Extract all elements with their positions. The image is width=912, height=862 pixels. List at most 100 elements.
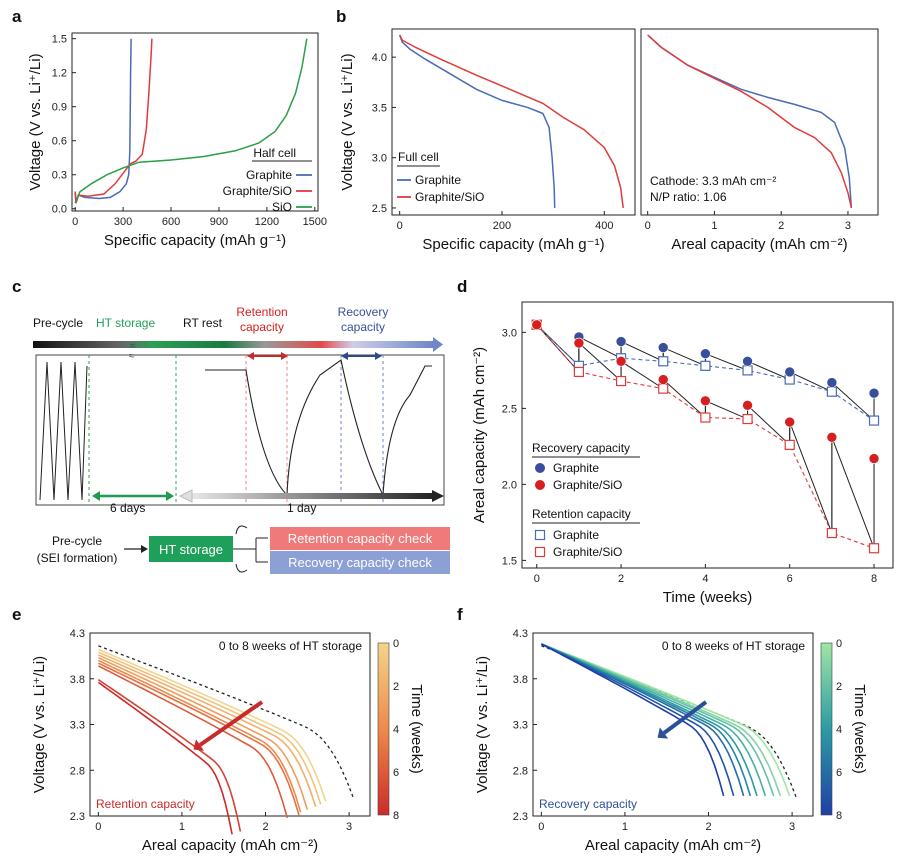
- y-tick-label: 0.9: [52, 102, 67, 114]
- y-tick-label: 4.3: [513, 628, 528, 640]
- trend-arrow: [662, 700, 708, 735]
- retention-point: [742, 365, 753, 376]
- legend-recovery-swatch: [535, 480, 545, 490]
- y-tick-label: 3.0: [372, 153, 387, 165]
- plot-frame: [640, 28, 879, 216]
- x-tick-label: 1200: [255, 216, 279, 228]
- capacity-curve-week-1: [98, 651, 322, 805]
- legend-recovery-label: Graphite: [553, 461, 599, 475]
- legend-title: Half cell: [253, 146, 296, 160]
- corner-label: Retention capacity: [96, 797, 195, 811]
- voltage-trace: [205, 359, 432, 498]
- x-tick-label: 0: [397, 220, 403, 232]
- stage-rt-rest: RT rest: [183, 316, 223, 330]
- plot-frame: [521, 301, 894, 569]
- one-day-label: 1 day: [287, 501, 316, 515]
- capacity-curve-week-6: [98, 665, 289, 819]
- colorbar-tick-label: 2: [393, 681, 399, 693]
- panel-label-f: f: [457, 605, 463, 624]
- flow-recovery-label: Recovery capacity check: [288, 555, 432, 570]
- colorbar-label: Time (weeks): [851, 684, 868, 773]
- x-tick-label: 2: [262, 821, 268, 833]
- x-axis-label: Areal capacity (mAh cm⁻²): [142, 837, 318, 854]
- capacity-curve-week-4: [98, 659, 302, 813]
- recovery-point: [657, 374, 669, 385]
- plot-frame: [391, 28, 636, 216]
- y-tick-label: 2.3: [513, 811, 528, 823]
- colorbar-tick-label: 2: [836, 681, 842, 693]
- six-days-head-right: [166, 491, 174, 501]
- capacity-curve-week-7: [541, 643, 735, 797]
- protocol-schematic: Pre-cycle HT storage RT rest Retention c…: [33, 305, 450, 574]
- series-line-graphite: [398, 34, 556, 209]
- recovery-point: [615, 336, 627, 347]
- axis-break-mark: ≈: [130, 341, 136, 352]
- legend-retention-swatch: [534, 529, 546, 541]
- x-tick-label: 0: [95, 821, 101, 833]
- recovery-point: [826, 377, 838, 388]
- retention-span-head-left: [247, 352, 254, 360]
- colorbar-tick-label: 0: [836, 638, 842, 650]
- series-line-sio: [74, 38, 308, 204]
- capacity-curve-week-2: [541, 643, 775, 797]
- chart-b-areal-capacity: 0 1 2 3 Areal capacity (mAh cm⁻²) Cathode: 3.…: [640, 28, 879, 253]
- x-tick-label: 300: [114, 216, 132, 228]
- x-tick-label: 3: [346, 821, 352, 833]
- x-tick-label: 400: [595, 220, 613, 232]
- recovery-point: [868, 453, 880, 464]
- x-tick-label: 0: [645, 220, 651, 232]
- one-day-bar: [190, 493, 435, 499]
- flow-ht-storage-box: [149, 536, 233, 562]
- chart-e-retention-curves: 0 1 2 3 2.3 2.8 3.3 3.8 4.3 Areal capacity (mAh c…: [31, 628, 425, 854]
- capacity-curve-week-0: [541, 643, 791, 797]
- recovery-point: [826, 431, 838, 443]
- legend-item-2-label: SiO: [272, 200, 292, 214]
- y-tick-label: 2.5: [372, 203, 387, 215]
- x-axis-label: Areal capacity (mAh cm⁻²): [671, 236, 847, 253]
- x-tick-label: 3: [845, 220, 851, 232]
- retention-point: [868, 415, 880, 426]
- recovery-point: [615, 355, 627, 367]
- y-axis-label: Voltage (V vs. Li⁺/Li): [474, 656, 491, 793]
- series-line-graphite: [74, 38, 132, 204]
- retention-point: [826, 386, 837, 397]
- colorbar-tick-label: 6: [836, 767, 842, 779]
- recovery-point: [868, 387, 880, 399]
- series-line-graphitesio: [399, 34, 624, 209]
- retention-point: [700, 360, 711, 371]
- colorbar-tick-label: 4: [393, 724, 399, 736]
- recovery-point: [700, 395, 711, 407]
- y-axis-label: Areal capacity (mAh cm⁻²): [471, 347, 488, 523]
- legend-recovery-label: Graphite/SiO: [553, 478, 622, 492]
- y-tick-label: 3.3: [70, 720, 85, 732]
- y-tick-label: 3.0: [502, 327, 517, 339]
- x-tick-label: 600: [162, 216, 180, 228]
- y-tick-label: 4.3: [70, 628, 85, 640]
- y-tick-label: 2.5: [502, 403, 517, 415]
- reference-curve: [541, 645, 797, 798]
- y-tick-label: 2.8: [70, 765, 85, 777]
- colorbar-tick-label: 8: [393, 810, 399, 822]
- panel-label-c: c: [12, 277, 21, 296]
- retention-point: [615, 375, 627, 387]
- recovery-point: [657, 342, 669, 353]
- retention-point: [700, 412, 711, 423]
- y-tick-label: 2.0: [502, 479, 517, 491]
- flow-loop-top: [235, 525, 248, 535]
- capacity-curve-week-3: [98, 656, 309, 810]
- y-tick-label: 1.5: [52, 34, 67, 46]
- colorbar: [377, 642, 390, 816]
- y-tick-label: 0.3: [52, 170, 67, 182]
- capacity-curve-week-2: [98, 654, 317, 808]
- recovery-span-head-left: [341, 352, 348, 360]
- x-tick-label: 1: [179, 821, 185, 833]
- flow-loop-bottom: [235, 563, 248, 573]
- panel-label-e: e: [12, 605, 21, 624]
- panel-label-d: d: [457, 277, 467, 296]
- chart-b-specific-capacity: 0 200 400 2.5 3.0 3.5 4.0 Specific capacity (mA…: [339, 28, 636, 253]
- chart-a-half-cell: 0 300 600 900 1200 1500 0.0 0.3 0.6 0.9 1.2 1.5 Spec…: [27, 32, 327, 249]
- y-axis-label: Voltage (V vs. Li⁺/Li): [27, 53, 44, 190]
- annotation-1: N/P ratio: 1.06: [650, 190, 727, 204]
- flow-precycle-line2: (SEI formation): [37, 551, 118, 565]
